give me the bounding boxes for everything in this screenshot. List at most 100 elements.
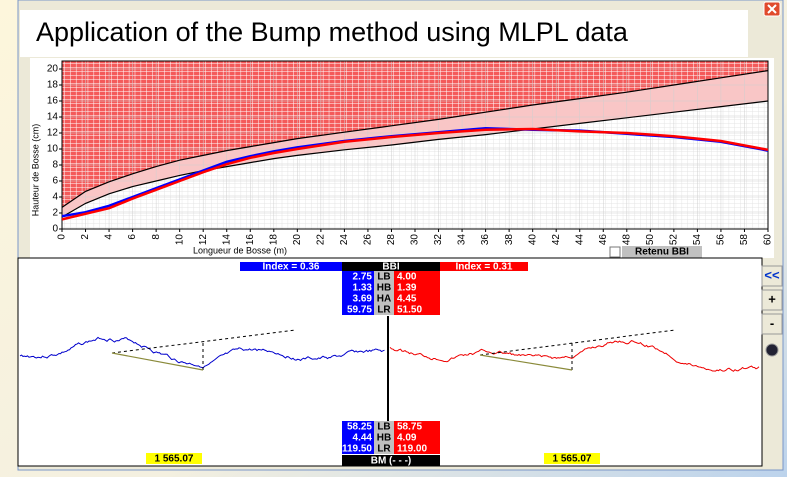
series-line	[61, 127, 769, 221]
cell-text: LB	[377, 422, 390, 433]
close-icon	[767, 4, 777, 14]
cell-bg	[394, 282, 440, 293]
chord	[111, 329, 297, 354]
side-button[interactable]	[761, 289, 783, 311]
x-tick-label: 22	[316, 234, 327, 246]
cell-bg	[440, 262, 528, 271]
x-tick-label: 26	[363, 234, 374, 246]
side-button[interactable]	[761, 265, 783, 287]
checkbox-label: Retenu BBI	[635, 247, 689, 258]
x-tick-label: 50	[645, 234, 656, 246]
cell-bg	[374, 304, 394, 315]
cell-text: 1.39	[397, 283, 417, 294]
cell-bg	[342, 432, 374, 443]
cell-bg	[342, 293, 374, 304]
x-tick-label: 58	[739, 234, 750, 246]
y-tick-label: 4	[52, 192, 58, 203]
x-tick-label: 6	[127, 234, 138, 240]
y-tick-label: 16	[47, 96, 59, 107]
y-tick-label: 2	[52, 208, 58, 219]
cell-text: Index = 0.31	[456, 262, 513, 273]
x-tick-label: 20	[292, 234, 303, 246]
side-button-label: -	[770, 315, 774, 330]
x-tick-label: 52	[669, 234, 680, 246]
x-tick-label: 8	[151, 234, 162, 240]
x-axis-label: Longueur de Bosse (m)	[193, 245, 287, 255]
cell-text: 119.00	[397, 444, 427, 455]
x-tick-label: 14	[221, 234, 232, 246]
cell-bg	[374, 271, 394, 282]
cell-text: 59.75	[347, 305, 372, 316]
y-tick-label: 6	[52, 176, 58, 187]
left-profile	[19, 336, 385, 369]
cell-text: 2.75	[353, 272, 373, 283]
cell-text: 1 565.07	[155, 454, 194, 465]
info-button[interactable]	[765, 343, 779, 357]
cell-text: LR	[377, 305, 391, 316]
title-box	[20, 10, 748, 57]
cell-bg	[394, 432, 440, 443]
x-tick-label: 34	[457, 234, 468, 246]
cell-bg	[374, 282, 394, 293]
x-tick-label: 12	[198, 234, 209, 246]
cell-text: 4.45	[397, 294, 417, 305]
checkbox[interactable]	[609, 246, 621, 258]
x-tick-label: 40	[527, 234, 538, 246]
x-tick-label: 46	[598, 234, 609, 246]
cell-bg	[146, 453, 202, 464]
cell-bg	[342, 421, 374, 432]
x-tick-label: 44	[574, 234, 585, 246]
x-tick-label: 42	[551, 234, 562, 246]
profiles	[19, 316, 760, 422]
cell-bg	[394, 421, 440, 432]
x-tick-label: 0	[57, 234, 68, 240]
y-tick-label: 12	[47, 128, 59, 139]
x-tick-label: 48	[621, 234, 632, 246]
x-tick-label: 24	[339, 234, 350, 246]
cell-bg	[342, 262, 440, 271]
x-tick-label: 4	[104, 234, 115, 240]
x-tick-label: 60	[763, 234, 774, 246]
cell-text: 1.33	[353, 283, 373, 294]
cell-bg	[374, 432, 394, 443]
x-tick-label: 28	[386, 234, 397, 246]
x-tick-label: 56	[716, 234, 727, 246]
cell-bg	[342, 443, 374, 454]
x-tick-label: 18	[268, 234, 279, 246]
cell-text: 4.44	[353, 433, 373, 444]
title: Application of the Bump method using MLP…	[36, 17, 629, 47]
x-tick-label: 2	[80, 234, 91, 240]
checkbox-label-bg	[622, 246, 702, 258]
cell-bg	[240, 262, 342, 271]
x-tick-label: 32	[433, 234, 444, 246]
y-tick-label: 20	[47, 64, 59, 75]
y-axis-label: Hauteur de Bosse (cm)	[30, 124, 40, 217]
cell-text: HB	[377, 433, 391, 444]
cell-text: LB	[377, 272, 390, 283]
y-tick-label: 0	[52, 224, 58, 235]
series-line	[61, 100, 769, 218]
cell-text: BBI	[382, 262, 399, 273]
cell-text: 1 565.07	[553, 454, 592, 465]
cell-text: BM (- - -)	[371, 456, 412, 467]
side-button-label: <<	[764, 267, 780, 282]
cell-bg	[544, 453, 600, 464]
reject-zone-grid	[62, 61, 768, 208]
cell-text: 3.69	[353, 294, 373, 305]
x-tick-label: 16	[245, 234, 256, 246]
y-tick-label: 18	[47, 80, 59, 91]
cell-text: HB	[377, 283, 391, 294]
right-profile	[389, 340, 760, 372]
y-tick-label: 10	[47, 144, 59, 155]
cell-bg	[342, 304, 374, 315]
cell-bg	[394, 443, 440, 454]
cell-text: 58.75	[397, 422, 422, 433]
cell-bg	[342, 282, 374, 293]
x-tick-label: 36	[480, 234, 491, 246]
side-button[interactable]	[761, 313, 783, 335]
plot-frame	[61, 60, 769, 230]
cell-bg	[394, 271, 440, 282]
cell-text: 4.09	[397, 433, 417, 444]
